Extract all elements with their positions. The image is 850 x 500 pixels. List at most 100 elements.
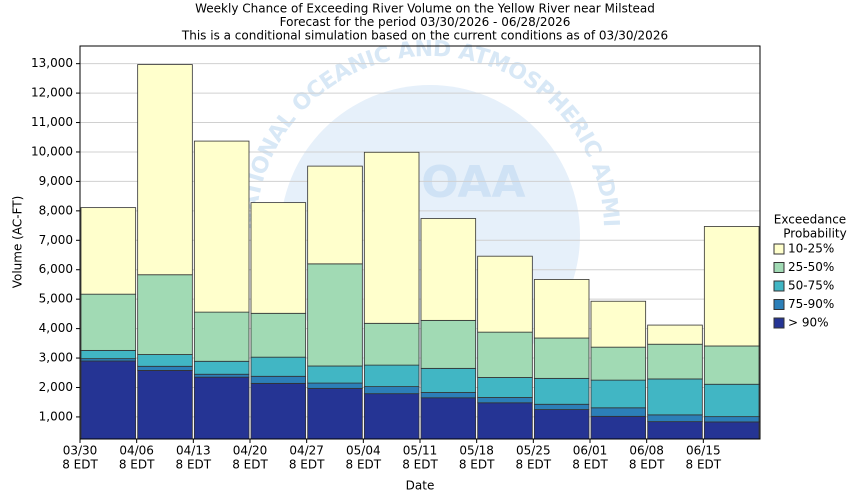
x-tick-label: 03/30 <box>63 444 98 458</box>
y-tick-label: 9,000 <box>39 174 73 188</box>
legend-title: Probability <box>783 227 846 241</box>
bar-segment <box>250 375 307 384</box>
bar-segment <box>590 415 647 440</box>
legend-label: 25-50% <box>788 260 834 274</box>
bar-segment <box>137 354 193 367</box>
legend-label: 75-90% <box>788 297 834 311</box>
y-tick-label: 6,000 <box>39 262 73 276</box>
bar-segment <box>477 402 533 440</box>
x-tick-label: 8 EDT <box>516 458 552 472</box>
title-line: Forecast for the period 03/30/2026 - 06/… <box>280 15 571 29</box>
bar-segment <box>703 226 760 347</box>
x-tick-label: 8 EDT <box>686 458 722 472</box>
x-tick-label: 05/04 <box>346 444 381 458</box>
bar-segment <box>590 300 647 348</box>
bar-segment <box>477 331 533 378</box>
bar-segment <box>420 319 477 369</box>
y-tick-label: 3,000 <box>39 351 73 365</box>
y-tick-label: 12,000 <box>31 86 73 100</box>
bar-segment <box>420 218 477 321</box>
bar-segment <box>307 165 363 265</box>
bar-segment <box>250 202 307 314</box>
bar-segment <box>647 414 703 423</box>
bar-segment <box>420 367 477 393</box>
bar-segment <box>363 364 420 387</box>
bar-segment <box>703 345 760 385</box>
bar-segment <box>533 409 590 440</box>
x-tick-label: 8 EDT <box>346 458 382 472</box>
x-tick-label: 8 EDT <box>119 458 155 472</box>
bar-segment <box>363 322 420 366</box>
bar-segment <box>250 356 307 377</box>
legend-swatch <box>773 299 785 310</box>
bar-segment <box>250 382 307 440</box>
bar-segment <box>193 373 250 378</box>
y-tick-label: 4,000 <box>39 321 73 335</box>
bar-segment <box>533 337 590 379</box>
bar-segment <box>80 207 137 295</box>
x-tick-label: 8 EDT <box>176 458 212 472</box>
y-tick-label: 2,000 <box>39 380 73 394</box>
bar-segment <box>250 312 307 358</box>
y-tick-label: 11,000 <box>31 115 73 129</box>
x-tick-label: 04/27 <box>289 444 324 458</box>
bar-segment <box>703 383 760 418</box>
x-tick-label: 8 EDT <box>629 458 665 472</box>
bar-segment <box>307 382 363 389</box>
bar-segment <box>590 407 647 417</box>
x-tick-label: 8 EDT <box>459 458 495 472</box>
x-tick-label: 8 EDT <box>62 458 98 472</box>
bar-segment <box>80 293 137 351</box>
bar-segment <box>363 393 420 440</box>
legend-title: Exceedance <box>774 213 846 227</box>
legend-swatch <box>773 317 785 329</box>
x-tick-label: 05/11 <box>403 444 438 458</box>
x-tick-label: 05/18 <box>459 444 494 458</box>
bar-segment <box>307 387 363 440</box>
bar-segment <box>193 311 250 362</box>
bar-segment <box>307 365 363 384</box>
bar-segment <box>420 392 477 399</box>
bar-segment <box>533 403 590 410</box>
bar-segment <box>703 421 760 440</box>
legend-swatch <box>773 280 785 292</box>
title-line: Weekly Chance of Exceeding River Volume … <box>195 2 655 16</box>
bar-segment <box>137 370 193 440</box>
legend-swatch <box>773 243 785 255</box>
x-tick-label: 04/20 <box>233 444 268 458</box>
bar-segment <box>533 279 590 339</box>
title-line: This is a conditional simulation based o… <box>181 29 668 43</box>
plot-frame <box>79 45 761 440</box>
legend-label: > 90% <box>788 316 829 330</box>
x-tick-label: 05/25 <box>516 444 551 458</box>
bar-segment <box>193 140 250 313</box>
bar-segment <box>533 377 590 405</box>
legend-label: 50-75% <box>788 279 834 293</box>
bar-segment <box>420 397 477 440</box>
bar-segment <box>647 343 703 380</box>
bar-segment <box>137 274 193 355</box>
bar-segment <box>80 360 137 440</box>
x-tick-label: 06/15 <box>686 444 721 458</box>
x-tick-label: 8 EDT <box>232 458 268 472</box>
x-tick-label: 8 EDT <box>402 458 438 472</box>
bar-segment <box>193 360 250 375</box>
x-tick-label: 04/06 <box>119 444 154 458</box>
y-tick-label: 10,000 <box>31 144 73 158</box>
x-axis-label: Date <box>406 479 435 493</box>
y-tick-label: 1,000 <box>39 409 73 423</box>
bar-segment <box>80 349 137 360</box>
bar-segment <box>477 377 533 398</box>
bar-segment <box>590 346 647 381</box>
bar-segment <box>703 416 760 423</box>
bar-segment <box>647 421 703 440</box>
x-tick-label: 04/13 <box>176 444 211 458</box>
bar-segment <box>647 378 703 416</box>
x-tick-label: 8 EDT <box>572 458 608 472</box>
y-tick-label: 13,000 <box>31 56 73 70</box>
y-tick-label: 5,000 <box>39 292 73 306</box>
bar-segment <box>647 324 703 345</box>
y-axis-label: Volume (AC-FT) <box>11 196 25 289</box>
y-tick-label: 7,000 <box>39 233 73 247</box>
